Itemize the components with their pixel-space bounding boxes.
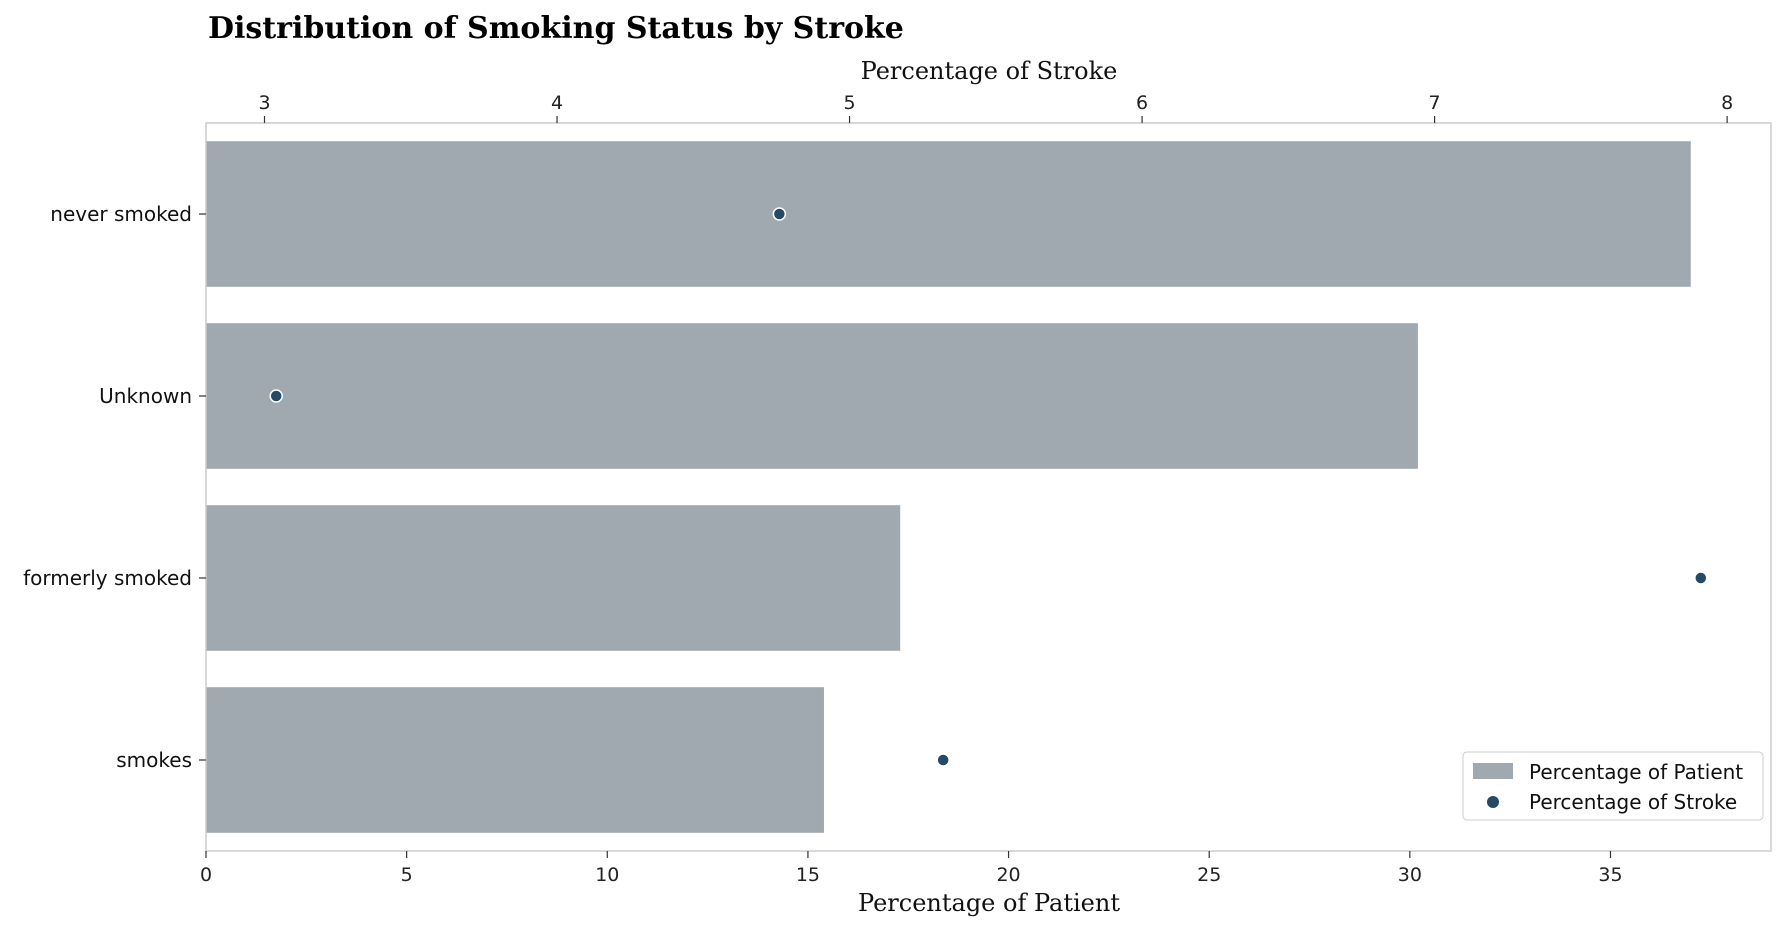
top-tick-label: 6	[1136, 92, 1148, 114]
legend-box	[1462, 751, 1764, 821]
category-label-never-smoked: never smoked	[50, 202, 192, 226]
point-unknown	[269, 389, 283, 403]
point-smokes	[936, 753, 950, 767]
bottom-axis-label: Percentage of Patient	[858, 889, 1120, 917]
category-label-formerly-smoked: formerly smoked	[23, 566, 192, 590]
bottom-tick-label: 25	[1197, 864, 1221, 886]
top-axis-ticks: 3 4 5 6 7 8	[258, 92, 1733, 123]
point-formerly-smoked	[1694, 571, 1708, 585]
bar-unknown	[206, 323, 1418, 469]
legend-label-stroke: Percentage of Stroke	[1529, 790, 1737, 814]
legend: Percentage of Patient Percentage of Strok…	[1462, 751, 1764, 821]
points-layer	[269, 207, 1708, 767]
bottom-tick-label: 0	[200, 864, 212, 886]
bar-formerly-smoked	[206, 505, 901, 651]
top-axis-label: Percentage of Stroke	[861, 57, 1118, 85]
category-labels: never smoked Unknown formerly smoked smokes	[23, 202, 206, 772]
category-label-smokes: smokes	[116, 748, 192, 772]
bottom-tick-label: 5	[401, 864, 413, 886]
legend-swatch-stroke	[1487, 796, 1499, 808]
legend-label-patient: Percentage of Patient	[1529, 760, 1743, 784]
bars-layer	[206, 141, 1691, 833]
top-tick-label: 8	[1721, 92, 1733, 114]
plot-frame	[205, 122, 1772, 852]
category-label-unknown: Unknown	[99, 384, 192, 408]
bottom-axis-ticks: 0 5 10 15 20 25 30 35	[200, 851, 1623, 886]
bottom-tick-label: 35	[1598, 864, 1622, 886]
point-never-smoked	[772, 207, 787, 221]
bottom-tick-label: 10	[595, 864, 619, 886]
bottom-tick-label: 20	[996, 864, 1020, 886]
bar-never-smoked	[206, 141, 1691, 287]
chart-title: Distribution of Smoking Status by Stroke	[208, 11, 904, 46]
legend-swatch-patient	[1473, 763, 1513, 779]
bottom-tick-label: 15	[796, 864, 820, 886]
top-tick-label: 3	[258, 92, 270, 114]
bar-smokes	[206, 687, 824, 833]
top-tick-label: 5	[844, 92, 856, 114]
top-tick-label: 4	[551, 92, 563, 114]
bottom-tick-label: 30	[1398, 864, 1422, 886]
top-tick-label: 7	[1429, 92, 1441, 114]
